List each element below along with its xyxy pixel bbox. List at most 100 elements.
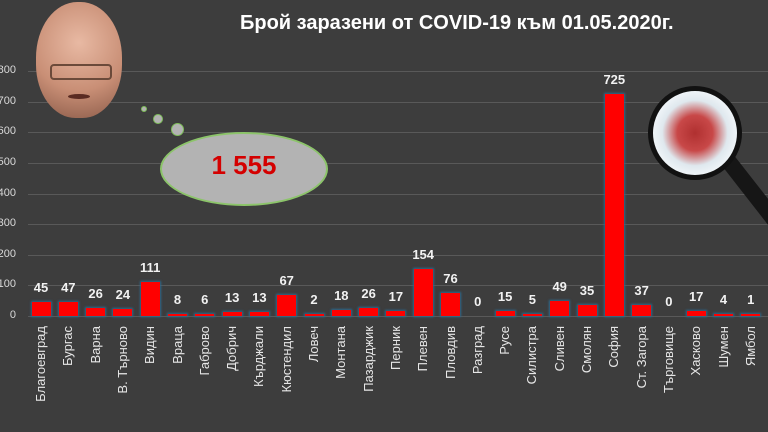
value-label: 18	[334, 288, 349, 304]
x-category-label: Благоевград	[33, 326, 48, 402]
gridline	[28, 193, 768, 195]
y-tick-label: 700	[0, 94, 16, 107]
value-label: 35	[579, 283, 595, 299]
y-tick-label: 300	[0, 217, 16, 230]
thought-dot-medium	[153, 114, 163, 124]
value-label: 49	[552, 279, 567, 294]
x-category-label: Ямбол	[742, 326, 758, 367]
y-tick-label: 500	[0, 156, 16, 168]
x-category-label: Търговище	[660, 326, 676, 393]
bar	[495, 311, 515, 316]
gridline	[28, 224, 768, 226]
x-category-label: Пловдив	[442, 326, 458, 379]
y-tick-label: 800	[0, 64, 16, 77]
gridline	[28, 285, 768, 287]
x-category-label: Видин	[142, 326, 158, 364]
value-label: 15	[497, 289, 513, 305]
gridline	[28, 132, 768, 134]
x-category-label: Сливен	[551, 326, 567, 372]
gridline	[28, 163, 768, 164]
bar	[359, 308, 379, 316]
bar	[577, 305, 597, 316]
x-category-label: Кърджали	[251, 326, 267, 387]
value-label: 2	[310, 292, 318, 307]
bar	[249, 312, 269, 316]
value-label: 26	[361, 286, 376, 302]
value-label: 45	[33, 280, 49, 296]
bar	[222, 312, 242, 316]
value-label: 111	[140, 260, 161, 276]
x-category-label: Добрич	[224, 326, 240, 371]
man-portrait	[36, 2, 122, 118]
x-category-label: Габрово	[196, 326, 212, 376]
y-tick-label: 0	[9, 309, 16, 321]
value-label: 17	[688, 288, 704, 304]
x-category-label: Враца	[169, 326, 185, 364]
value-label: 67	[279, 273, 294, 289]
x-category-label: Монтана	[333, 326, 349, 379]
bar	[632, 304, 652, 316]
bar	[58, 301, 78, 316]
bar	[386, 310, 406, 316]
bar	[113, 308, 133, 316]
value-label: 725	[603, 72, 626, 88]
x-category-label: Разград	[469, 326, 485, 375]
thought-dot-large	[171, 123, 184, 136]
x-category-label: Кюстендил	[278, 326, 294, 393]
x-category-label: Хасково	[688, 326, 704, 376]
value-label: 4	[719, 292, 728, 307]
thought-bubble	[160, 132, 328, 206]
bar	[604, 94, 624, 316]
value-label: 13	[252, 290, 267, 306]
x-category-label: Ловеч	[306, 326, 321, 363]
value-label: 6	[201, 292, 209, 307]
value-label: 17	[388, 288, 404, 304]
glasses	[50, 64, 112, 80]
bar	[741, 314, 761, 316]
value-label: 26	[88, 286, 103, 302]
value-label: 76	[443, 270, 458, 286]
x-category-label: Плевен	[415, 326, 431, 372]
y-tick-label: 400	[0, 186, 16, 199]
bar	[168, 313, 187, 316]
bar	[522, 314, 542, 316]
x-category-label: Ст. Загора	[633, 326, 649, 389]
y-tick-label: 600	[0, 125, 16, 138]
value-label: 24	[115, 286, 131, 302]
gridline	[28, 71, 768, 73]
y-tick-label: 100	[0, 278, 16, 291]
x-category-label: Шумен	[715, 326, 731, 368]
x-category-label: София	[606, 326, 622, 368]
value-label: 5	[528, 292, 536, 307]
value-label: 47	[61, 279, 76, 295]
bar	[441, 292, 460, 316]
thought-dot-small	[141, 106, 147, 112]
bar	[686, 310, 706, 316]
value-label: 1	[747, 292, 755, 307]
bar	[31, 302, 51, 316]
x-category-label: Смолян	[579, 326, 594, 374]
gridline	[28, 101, 768, 103]
x-category-label: Варна	[87, 326, 103, 364]
x-category-label: Бургас	[60, 326, 76, 367]
y-tick-label: 200	[0, 247, 16, 260]
bar	[195, 314, 215, 316]
x-category-label: Перник	[387, 326, 403, 370]
magnifying-glass-virus-icon	[648, 86, 742, 180]
bar	[86, 308, 106, 316]
x-category-label: Русе	[497, 326, 513, 355]
value-label: 13	[224, 290, 240, 306]
value-label: 0	[474, 294, 482, 309]
x-category-label: Пазарджик	[360, 326, 376, 392]
mouth	[68, 94, 90, 99]
bar	[714, 314, 733, 316]
bar	[550, 301, 570, 316]
value-label: 37	[634, 282, 649, 298]
x-category-label: Силистра	[524, 326, 540, 385]
bar	[277, 295, 297, 316]
value-label: 0	[665, 294, 673, 309]
gridline	[28, 316, 768, 317]
bar	[304, 314, 324, 316]
value-label: 154	[412, 246, 435, 262]
